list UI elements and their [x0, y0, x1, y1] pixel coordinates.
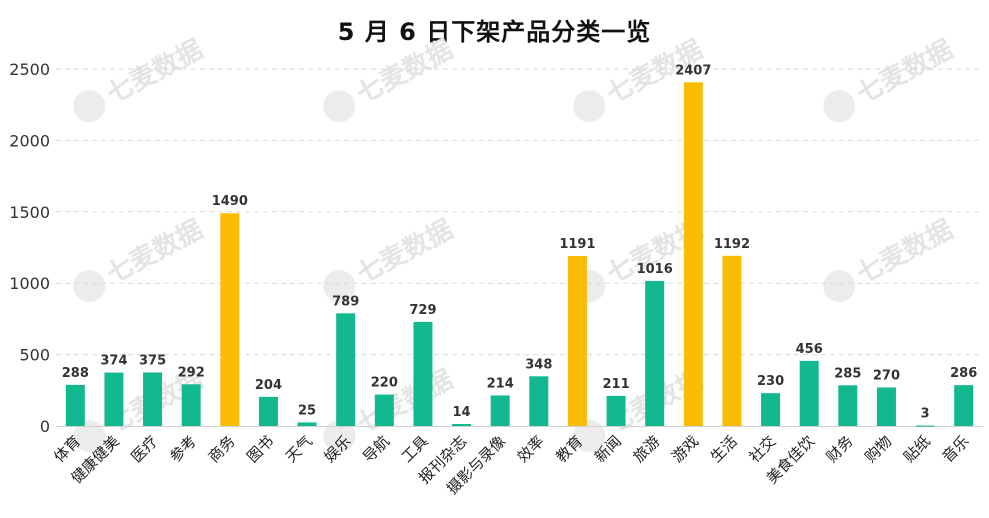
x-tick-label: 参考 — [166, 432, 200, 466]
data-label: 789 — [332, 294, 359, 309]
watermark-logo-icon — [73, 90, 106, 123]
data-label: 14 — [453, 405, 471, 420]
watermark: 七麦数据 — [73, 215, 208, 303]
watermark-logo-icon — [323, 90, 356, 123]
data-label: 1490 — [212, 194, 248, 209]
y-tick-label: 2000 — [9, 131, 50, 150]
bar — [413, 321, 433, 426]
y-tick-label: 0 — [40, 417, 50, 436]
bar — [452, 424, 472, 426]
watermark-text: 七麦数据 — [352, 365, 458, 440]
data-label: 3 — [921, 407, 930, 422]
x-tick-label: 生活 — [707, 432, 741, 466]
bar — [220, 213, 240, 426]
data-label: 214 — [487, 376, 514, 391]
watermark: 七麦数据 — [323, 35, 458, 123]
data-label: 25 — [298, 403, 316, 418]
data-label: 1192 — [714, 237, 750, 252]
data-labels: 288 374 375 292 1490 204 25 789 220 729 14 214 348 11… — [62, 63, 978, 421]
data-label: 270 — [873, 368, 900, 383]
data-label: 230 — [757, 374, 784, 389]
data-label: 211 — [602, 377, 629, 392]
data-label: 220 — [371, 376, 398, 391]
bar — [722, 255, 742, 426]
x-tick-label: 购物 — [861, 432, 895, 466]
x-tick-label: 效率 — [514, 432, 548, 466]
data-label: 285 — [834, 366, 861, 381]
data-label: 1191 — [559, 237, 595, 252]
watermark-logo-icon — [823, 270, 856, 303]
data-label: 375 — [139, 353, 166, 368]
bar — [683, 82, 703, 427]
x-tick-label: 社交 — [745, 432, 779, 466]
data-label: 374 — [100, 354, 127, 369]
watermark-logo-icon — [573, 420, 606, 453]
x-axis: 体育健康健美 医疗 参考 商务 图书 天气 娱乐 导航 工具报刊杂志摄影与录像 效率 教育 新闻 旅游游… — [50, 432, 972, 498]
watermark-text: 七麦数据 — [102, 35, 208, 110]
y-tick-label: 1000 — [9, 274, 50, 293]
data-label: 288 — [62, 366, 89, 381]
x-tick-label: 旅游 — [630, 432, 664, 466]
x-tick-label: 财务 — [823, 432, 857, 466]
watermark: 七麦数据 — [73, 35, 208, 123]
watermark-layer: 七麦数据七麦数据七麦数据七麦数据七麦数据七麦数据七麦数据七麦数据七麦数据七麦数据… — [73, 35, 958, 453]
watermark-text: 七麦数据 — [852, 35, 958, 110]
x-tick-label: 贴纸 — [900, 432, 934, 466]
bar — [915, 425, 935, 427]
x-tick-label: 音乐 — [939, 432, 973, 466]
y-tick-label: 500 — [19, 346, 50, 365]
bar — [374, 394, 394, 426]
data-label: 204 — [255, 378, 282, 393]
watermark-text: 七麦数据 — [852, 215, 958, 290]
bar — [954, 385, 974, 426]
bar — [181, 384, 201, 426]
bar — [645, 280, 665, 426]
watermark-text: 七麦数据 — [102, 215, 208, 290]
bar — [297, 422, 317, 426]
data-label: 456 — [796, 342, 823, 357]
y-tick-label: 1500 — [9, 203, 50, 222]
chart-title: 5 月 6 日下架产品分类一览 — [337, 18, 652, 46]
bar — [529, 376, 549, 426]
watermark: 七麦数据 — [823, 35, 958, 123]
x-tick-label: 工具 — [398, 432, 432, 466]
bar — [143, 372, 163, 426]
watermark-logo-icon — [573, 90, 606, 123]
bar — [336, 313, 356, 426]
bar — [761, 393, 781, 426]
watermark-logo-icon — [323, 420, 356, 453]
x-tick-label: 商务 — [205, 432, 239, 466]
watermark-logo-icon — [323, 270, 356, 303]
x-tick-label: 游戏 — [668, 432, 702, 466]
x-tick-label: 医疗 — [127, 432, 161, 466]
bar — [490, 395, 510, 426]
data-label: 729 — [409, 303, 436, 318]
bar — [567, 255, 587, 426]
data-label: 2407 — [675, 63, 711, 78]
data-label: 1016 — [637, 262, 673, 277]
watermark-logo-icon — [73, 420, 106, 453]
bar — [104, 372, 124, 426]
y-tick-label: 2500 — [9, 60, 50, 79]
watermark-logo-icon — [823, 90, 856, 123]
bars — [65, 82, 974, 427]
watermark-logo-icon — [73, 270, 106, 303]
bar — [258, 396, 278, 426]
x-tick-label: 图书 — [243, 432, 277, 466]
bar — [799, 360, 819, 426]
x-tick-label: 天气 — [282, 432, 316, 466]
watermark-text: 七麦数据 — [352, 215, 458, 290]
watermark-text: 七麦数据 — [352, 35, 458, 110]
data-label: 348 — [525, 357, 552, 372]
bar — [606, 395, 626, 426]
data-label: 286 — [950, 366, 977, 381]
bar — [876, 387, 896, 426]
gridlines — [56, 68, 983, 356]
bar — [65, 384, 85, 426]
bar — [838, 385, 858, 426]
watermark: 七麦数据 — [823, 215, 958, 303]
data-label: 292 — [178, 365, 205, 380]
y-axis: 0 500 1000 1500 2000 2500 — [9, 60, 983, 436]
